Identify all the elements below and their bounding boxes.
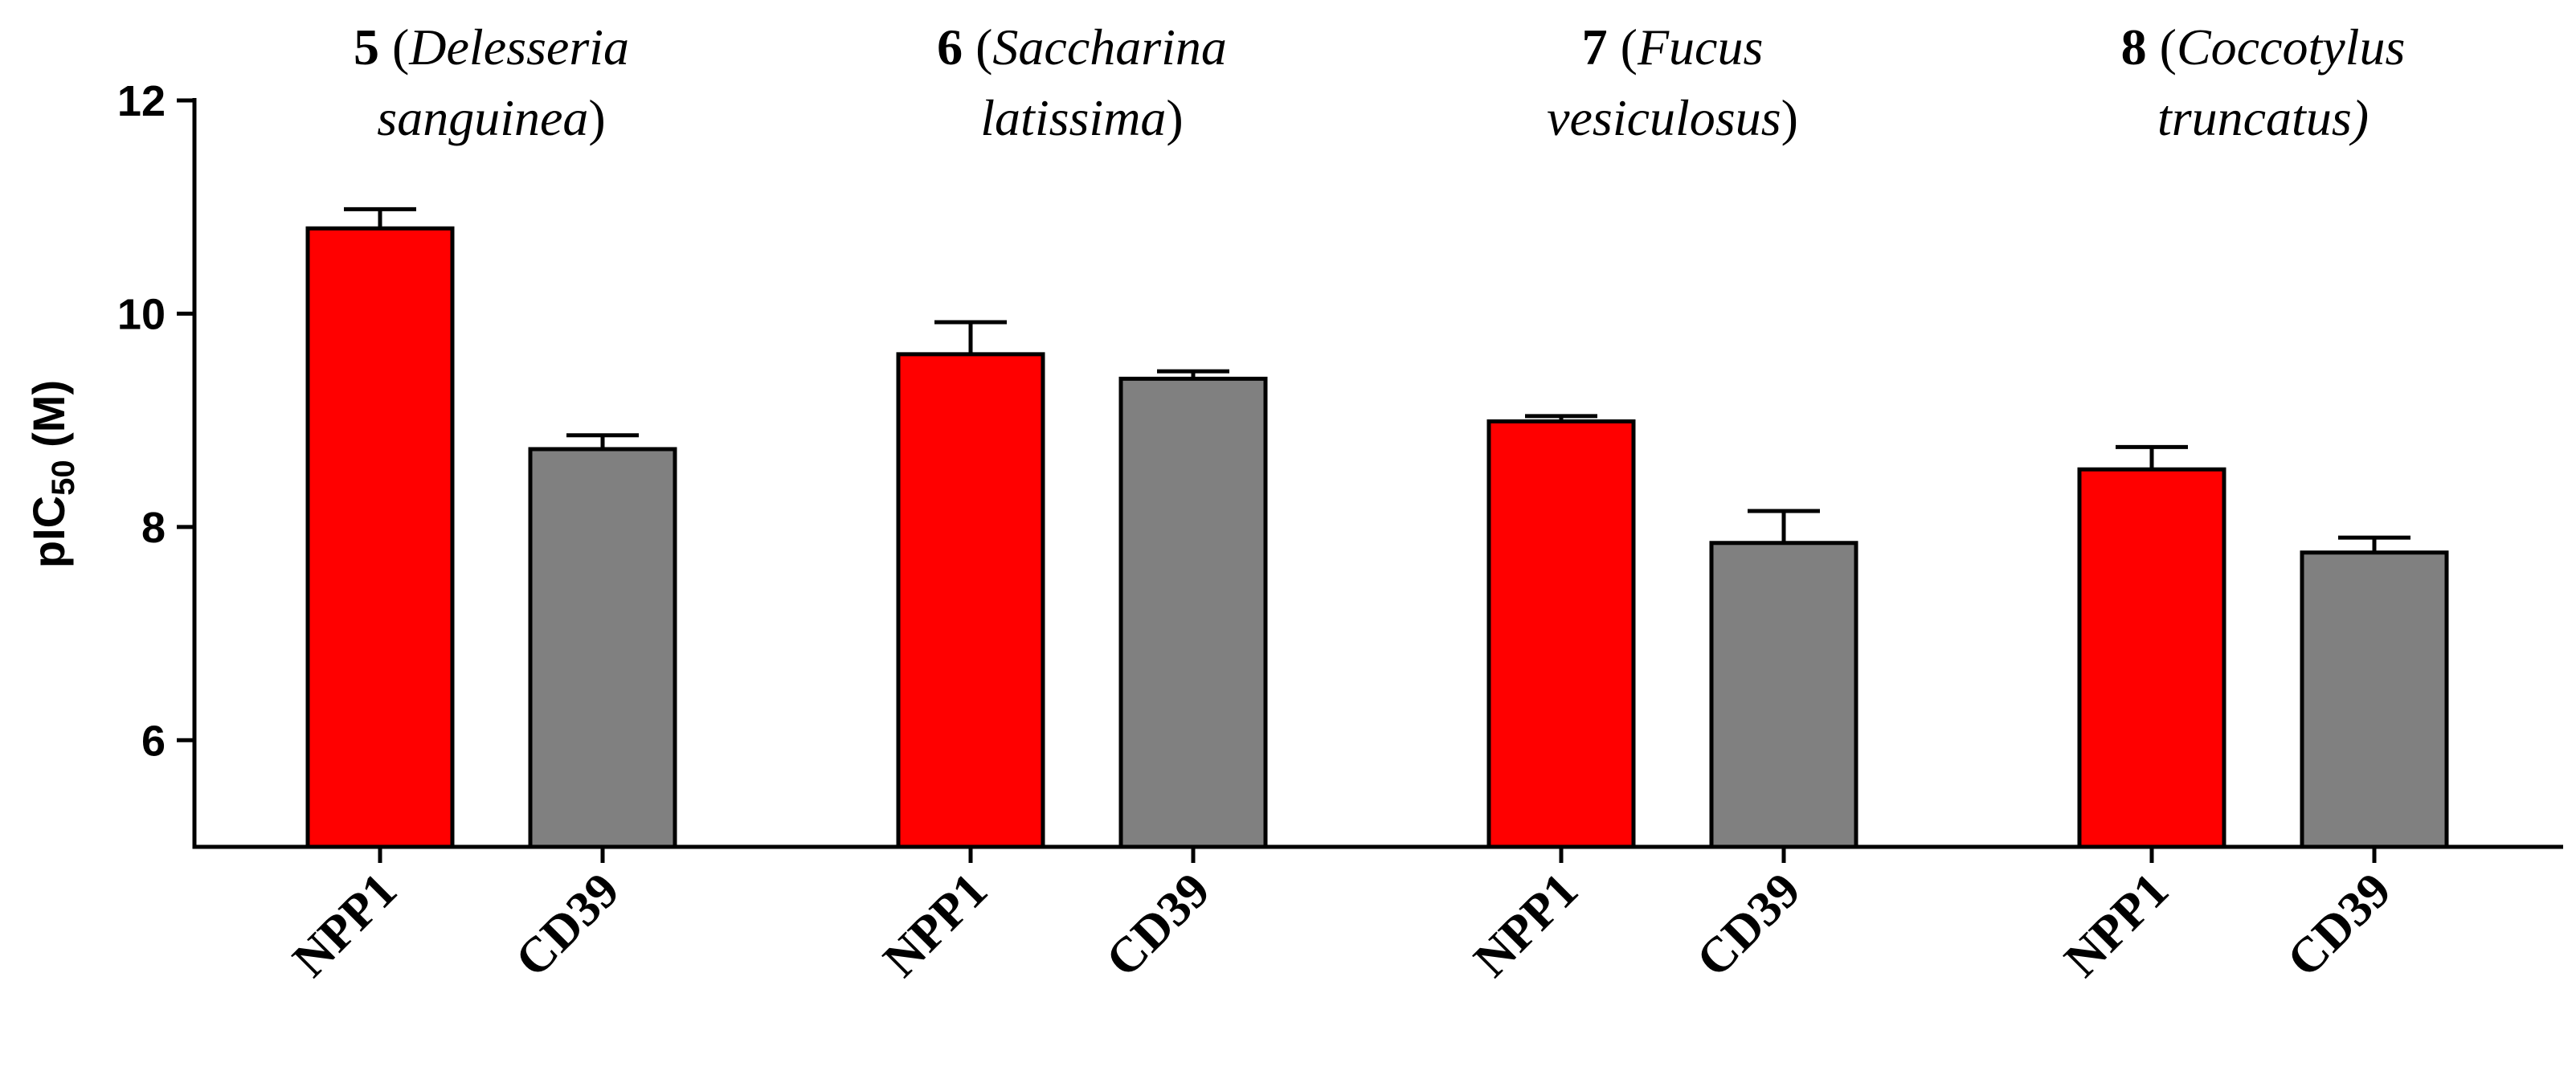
species-line1: Delesseria <box>408 18 629 76</box>
x-tick-label-6-CD39: CD39 <box>1096 863 1221 987</box>
species-line2: sanguinea <box>377 89 588 146</box>
y-tick-label-10: 10 <box>117 290 166 338</box>
paren-open: ( <box>1608 18 1638 76</box>
y-tick-label-12: 12 <box>117 77 166 125</box>
bar-6-NPP1 <box>896 352 1045 849</box>
compound-number: 6 <box>937 18 963 76</box>
x-tick-label-5-NPP1: NPP1 <box>283 863 407 987</box>
group-title-5: 5 (Delesseria <box>354 18 629 76</box>
species-line2: truncatus) <box>2157 89 2369 146</box>
species-line2: vesiculosus <box>1547 89 1781 146</box>
group-subtitle-7: vesiculosus) <box>1547 89 1798 146</box>
bar-8-CD39 <box>2300 550 2449 849</box>
x-tick-label-8-NPP1: NPP1 <box>2055 863 2179 987</box>
bar-5-CD39 <box>528 447 677 849</box>
x-tick-label-7-NPP1: NPP1 <box>1464 863 1589 987</box>
group-title-6: 6 (Saccharina <box>937 18 1227 76</box>
group-subtitle-6: latissima) <box>980 89 1183 146</box>
compound-number: 8 <box>2121 18 2147 76</box>
bar-7-NPP1 <box>1486 419 1636 849</box>
compound-number: 5 <box>354 18 379 76</box>
paren-close: ) <box>1781 89 1798 146</box>
group-subtitle-5: sanguinea) <box>377 89 605 146</box>
x-tick-label-7-CD39: CD39 <box>1687 863 1811 987</box>
bar-5-NPP1 <box>305 226 455 849</box>
x-tick-label-8-CD39: CD39 <box>2277 863 2402 987</box>
y-tick-label-8: 8 <box>141 504 166 552</box>
species-line1: Fucus <box>1637 18 1763 76</box>
x-tick-label-6-NPP1: NPP1 <box>873 863 998 987</box>
species-line2: latissima <box>980 89 1166 146</box>
bar-6-CD39 <box>1118 376 1268 849</box>
paren-open: ( <box>2147 18 2177 76</box>
paren-open: ( <box>379 18 409 76</box>
bar-8-NPP1 <box>2077 467 2226 849</box>
y-axis-label-unit: (M) <box>23 380 74 460</box>
y-axis-label-main: pIC <box>23 496 74 568</box>
paren-close: ) <box>1166 89 1183 146</box>
y-axis-label-subscript: 50 <box>46 460 81 496</box>
paren-open: ( <box>963 18 992 76</box>
x-tick-label-5-CD39: CD39 <box>505 863 630 987</box>
paren-close: ) <box>588 89 605 146</box>
y-tick-label-6: 6 <box>141 717 166 765</box>
species-line1: Saccharina <box>992 18 1227 76</box>
species-line1: Coccotylus <box>2177 18 2405 76</box>
group-title-8: 8 (Coccotylus <box>2121 18 2406 76</box>
group-title-7: 7 (Fucus <box>1582 18 1764 76</box>
group-subtitle-8: truncatus) <box>2157 89 2369 146</box>
y-axis-label: pIC50 (M) <box>23 380 81 568</box>
compound-number: 7 <box>1582 18 1608 76</box>
bar-7-CD39 <box>1709 541 1858 849</box>
svg-text:pIC50 (M): pIC50 (M) <box>23 380 81 568</box>
